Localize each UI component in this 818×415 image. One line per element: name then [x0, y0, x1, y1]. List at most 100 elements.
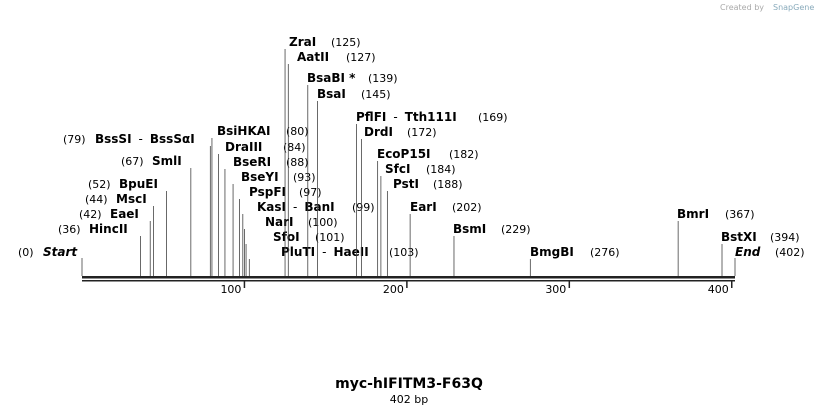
site-pos: (139) [368, 72, 398, 85]
enzyme-name: BseRI [233, 155, 271, 169]
site-pos: (44) [85, 193, 108, 206]
site-label: PflFI - Tth111I [356, 110, 457, 124]
site-pos: (79) [63, 133, 86, 146]
end-pos: (0) [18, 246, 34, 259]
backbone-lower [82, 280, 735, 282]
enzyme-name: DraIII [225, 140, 262, 154]
site-pos: (99) [352, 201, 375, 214]
site-pos: (42) [79, 208, 102, 221]
site-label: SfoI [273, 230, 300, 244]
name-separator: - [139, 132, 143, 146]
end-label: Start [43, 245, 78, 259]
site-label: NarI [265, 215, 294, 229]
site-pos: (103) [389, 246, 419, 259]
site-label: MscI [116, 192, 147, 206]
name-separator: - [322, 245, 326, 259]
site-pos: (100) [308, 216, 338, 229]
site-pos: (184) [426, 163, 456, 176]
ruler-label: 200 [383, 283, 404, 296]
ruler-label: 100 [220, 283, 241, 296]
site-label: BsmI [453, 222, 486, 236]
enzyme-name: BssSαI [150, 132, 195, 146]
enzyme-name: BsiHKAI [217, 124, 271, 138]
site-pos: (84) [283, 141, 306, 154]
site-label: BmrI [677, 207, 709, 221]
site-label: BsaI [317, 87, 346, 101]
enzyme-name: EcoP15I [377, 147, 431, 161]
site-label: EcoP15I [377, 147, 431, 161]
enzyme-name: DrdI [364, 125, 393, 139]
enzyme-name: EaeI [110, 207, 139, 221]
map-subtitle: 402 bp [390, 393, 428, 406]
site-label: BseRI [233, 155, 271, 169]
site-pos: (125) [331, 36, 361, 49]
site-pos: (101) [315, 231, 345, 244]
enzyme-name: Tth111I [405, 110, 457, 124]
site-label: PspFI [249, 185, 286, 199]
site-pos: (88) [286, 156, 309, 169]
site-label: BseYI [241, 170, 279, 184]
enzyme-name: SfcI [385, 162, 410, 176]
enzyme-name: AatII [297, 50, 329, 64]
site-pos: (367) [725, 208, 755, 221]
enzyme-name: BssSI [95, 132, 132, 146]
site-label: DrdI [364, 125, 393, 139]
enzyme-name: PluTI [281, 245, 315, 259]
site-pos: (93) [293, 171, 316, 184]
site-pos: (172) [407, 126, 437, 139]
name-separator: - [293, 200, 297, 214]
site-label: BsiHKAI [217, 124, 271, 138]
site-pos: (36) [58, 223, 81, 236]
enzyme-name: BsmI [453, 222, 486, 236]
end-label: End [735, 245, 761, 259]
site-pos: (169) [478, 111, 508, 124]
enzyme-name: MscI [116, 192, 147, 206]
credit: Created by [720, 3, 764, 12]
brand: SnapGene [773, 3, 814, 12]
enzyme-name: SmlI [152, 154, 182, 168]
enzyme-name: SfoI [273, 230, 300, 244]
site-label: BpuEI [119, 177, 158, 191]
site-label: BssSI - BssSαI [95, 132, 195, 146]
enzyme-name: EarI [410, 200, 437, 214]
enzyme-name: PstI [393, 177, 419, 191]
site-label: BstXI [721, 230, 757, 244]
site-pos: (202) [452, 201, 482, 214]
enzyme-name: PflFI [356, 110, 386, 124]
site-pos: (145) [361, 88, 391, 101]
enzyme-name: BpuEI [119, 177, 158, 191]
enzyme-name: KasI [257, 200, 286, 214]
enzyme-name: BstXI [721, 230, 757, 244]
site-pos: (182) [449, 148, 479, 161]
site-label: DraIII [225, 140, 262, 154]
ruler-label: 300 [545, 283, 566, 296]
enzyme-name: BanI [304, 200, 334, 214]
site-label: EarI [410, 200, 437, 214]
enzyme-name: BsaI [317, 87, 346, 101]
site-label: KasI - BanI [257, 200, 335, 214]
backbone [82, 276, 735, 279]
ruler-label: 400 [708, 283, 729, 296]
site-pos: (276) [590, 246, 620, 259]
site-pos: (394) [770, 231, 800, 244]
site-pos: (67) [121, 155, 144, 168]
site-label: BsaBI * [307, 71, 356, 85]
site-label: AatII [297, 50, 329, 64]
site-label: SmlI [152, 154, 182, 168]
site-pos: (127) [346, 51, 376, 64]
enzyme-name: BsaBI * [307, 71, 356, 85]
site-label: HincII [89, 222, 128, 236]
enzyme-name: ZraI [289, 35, 316, 49]
site-label: SfcI [385, 162, 410, 176]
site-pos: (188) [433, 178, 463, 191]
site-label: PstI [393, 177, 419, 191]
end-pos: (402) [775, 246, 805, 259]
enzyme-name: BseYI [241, 170, 279, 184]
site-pos: (52) [88, 178, 111, 191]
enzyme-name: HincII [89, 222, 128, 236]
enzyme-name: NarI [265, 215, 294, 229]
site-label: PluTI - HaeII [281, 245, 369, 259]
site-label: ZraI [289, 35, 316, 49]
site-pos: (229) [501, 223, 531, 236]
